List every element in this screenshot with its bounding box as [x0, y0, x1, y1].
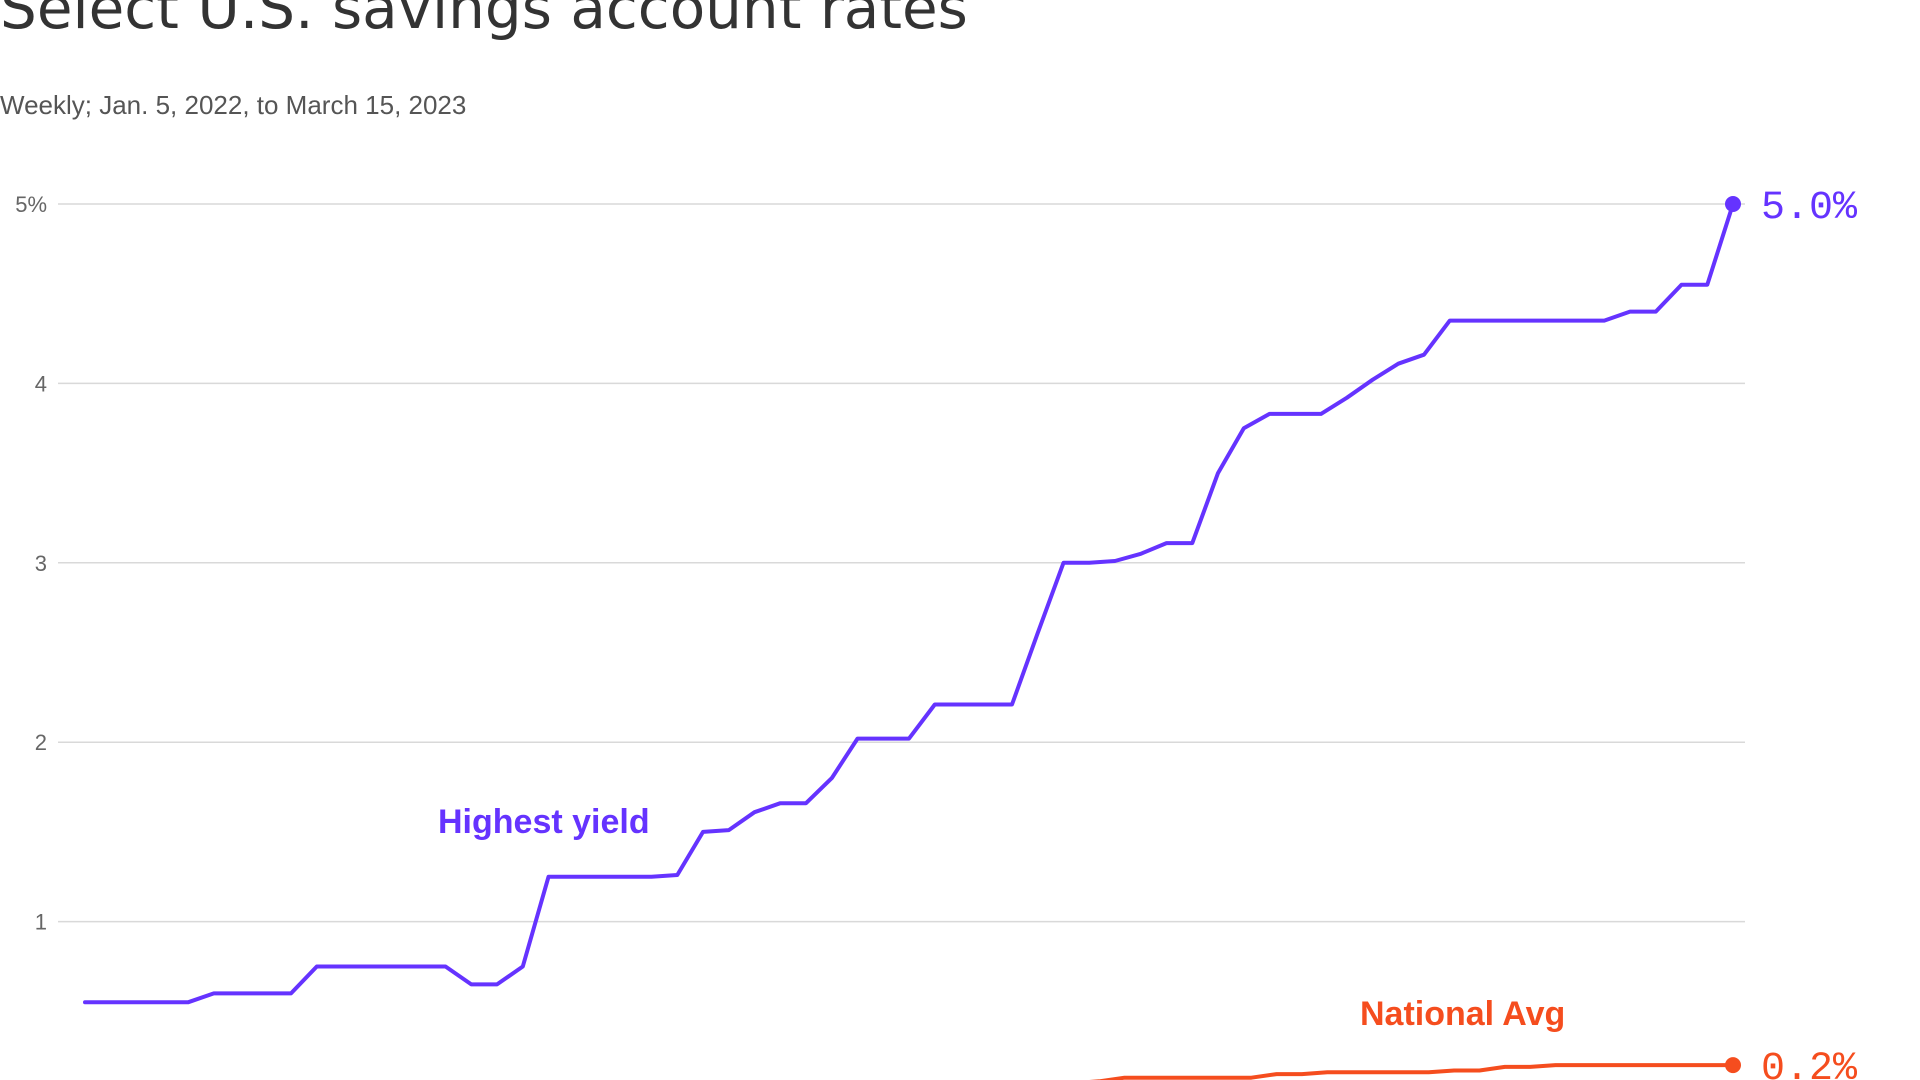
chart-title: Select U.S. savings account rates: [0, 0, 968, 42]
y-tick-label: 2: [35, 730, 47, 755]
series-name-label-0: Highest yield: [438, 803, 650, 841]
y-tick-label: 1: [35, 910, 47, 935]
series-lines: [83, 196, 1741, 1080]
series-name-label-1: National Avg: [1360, 995, 1565, 1033]
chart-subtitle: Weekly; Jan. 5, 2022, to March 15, 2023: [0, 90, 467, 120]
series-end-point-1: [1725, 1057, 1741, 1074]
series-line-1: [1089, 1063, 1735, 1080]
y-tick-label: 4: [35, 371, 47, 396]
series-line-0: [83, 202, 1735, 1005]
gridlines: [58, 203, 1745, 923]
series-end-value-1: 0.2%: [1761, 1047, 1858, 1080]
series-labels: 5.0% 0.2% Highest yield National Avg: [438, 186, 1858, 1080]
y-tick-label: 5%: [15, 192, 47, 217]
y-axis-ticks: 1 2 3 4 5%: [15, 192, 47, 935]
series-end-point-0: [1725, 196, 1741, 212]
series-end-value-0: 5.0%: [1761, 186, 1858, 231]
y-tick-label: 3: [35, 551, 47, 576]
